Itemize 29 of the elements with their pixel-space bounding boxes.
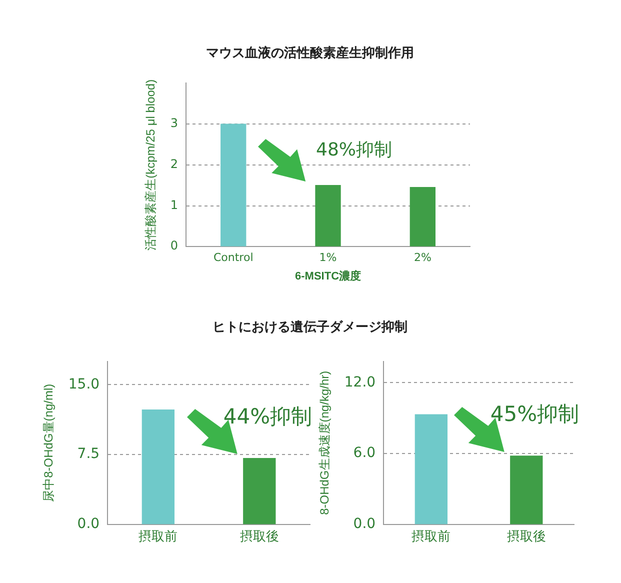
chart-title: マウス血液の活性酸素産生抑制作用 xyxy=(205,44,415,62)
x-tick-label: 摂取前 xyxy=(138,530,178,545)
y-tick-label: 0 xyxy=(170,238,178,253)
x-axis-title: 6-MSITC濃度 xyxy=(295,269,362,282)
x-tick-label: 摂取後 xyxy=(240,530,279,545)
x-tick-label: 1% xyxy=(319,251,337,264)
x-tick-label: 2% xyxy=(414,251,432,264)
y-axis-title: 活性酸素産生(kcpm/25 μl blood) xyxy=(144,79,158,250)
y-tick-label: 1 xyxy=(170,198,178,212)
annotation: 45%抑制 xyxy=(490,402,580,426)
annotation: 44%抑制 xyxy=(223,404,312,428)
bar xyxy=(410,187,436,246)
y-tick-label: 3 xyxy=(170,116,178,130)
bar xyxy=(315,184,341,246)
y-tick-label: 15.0 xyxy=(68,376,100,392)
y-tick-label: 0.0 xyxy=(353,516,376,532)
y-tick-label: 6.0 xyxy=(353,445,376,462)
x-tick-label: 摂取後 xyxy=(506,530,546,545)
chart-title: ヒトにおける遺伝子ダメージ抑制 xyxy=(212,319,408,336)
y-axis-title: 尿中8-OHdG量(ng/ml) xyxy=(42,384,56,502)
x-tick-label: Control xyxy=(213,251,254,264)
x-tick-label: 摂取前 xyxy=(412,530,451,545)
y-axis-title: 8-OHdG生成速度(ng/kg/hr) xyxy=(318,370,332,515)
bar xyxy=(220,124,246,246)
y-tick-label: 12.0 xyxy=(344,374,376,390)
y-tick-label: 2 xyxy=(170,157,178,172)
y-tick-label: 7.5 xyxy=(77,446,100,462)
annotation: 48%抑制 xyxy=(316,139,392,160)
y-tick-label: 0.0 xyxy=(77,516,100,532)
